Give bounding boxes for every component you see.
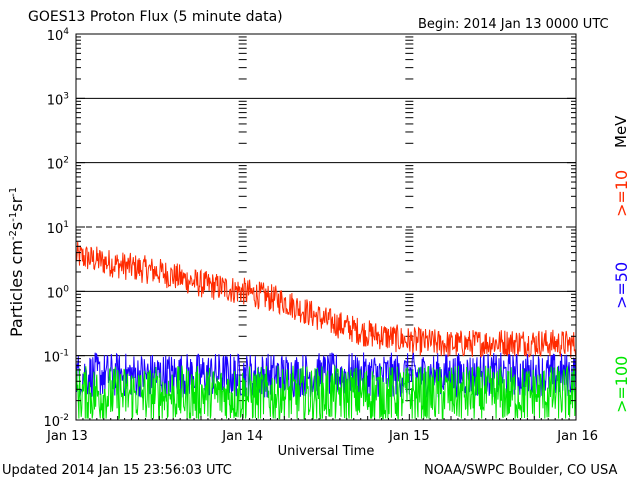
- y-axis-label: Particles cm-2s-1sr-1: [7, 187, 26, 337]
- begin-time-label: Begin: 2014 Jan 13 0000 UTC: [418, 17, 609, 32]
- legend-ge50: >=50: [612, 262, 631, 309]
- legend-ge10: >=10: [612, 170, 631, 217]
- y-tick-label: 10-2: [43, 413, 69, 430]
- legend-ge100: >=100: [612, 356, 631, 413]
- series-lines: [75, 241, 577, 420]
- series-line-0: [75, 241, 577, 358]
- x-tick-label: Jan 15: [388, 429, 430, 444]
- y-axis-ticks: 10-2 10-1 100 101 102 103 104: [43, 27, 576, 430]
- y-tick-label: 104: [47, 27, 70, 44]
- y-tick-label: 103: [47, 91, 69, 108]
- updated-timestamp: Updated 2014 Jan 15 23:56:03 UTC: [2, 463, 232, 478]
- grid-lines: [76, 36, 576, 402]
- x-axis-ticks: Jan 13 Jan 14 Jan 15 Jan 16: [46, 414, 598, 444]
- unit-label: MeV: [612, 115, 630, 148]
- y-tick-label: 102: [47, 156, 69, 173]
- credit-label: NOAA/SWPC Boulder, CO USA: [424, 463, 617, 478]
- y-tick-label: 101: [47, 220, 69, 237]
- x-tick-label: Jan 14: [221, 429, 263, 444]
- y-tick-label: 10-1: [43, 349, 69, 366]
- x-tick-label: Jan 13: [46, 429, 88, 444]
- y-tick-label: 100: [47, 284, 70, 301]
- chart-title: GOES13 Proton Flux (5 minute data): [28, 9, 283, 25]
- x-tick-label: Jan 16: [556, 429, 598, 444]
- x-axis-label: Universal Time: [278, 444, 375, 459]
